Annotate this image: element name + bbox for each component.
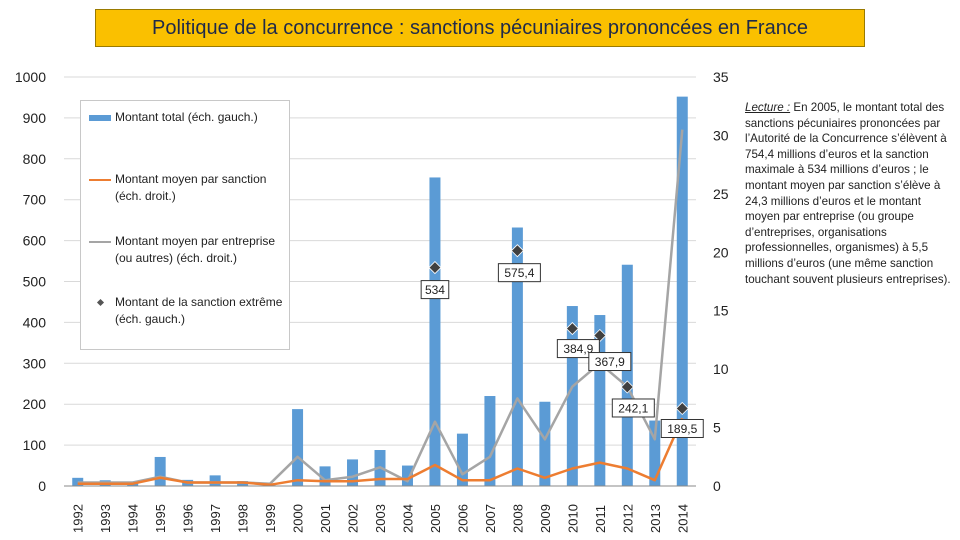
- bar: [566, 306, 578, 486]
- bar-swatch: [89, 115, 111, 121]
- left-tick-label: 900: [23, 110, 47, 126]
- left-tick-label: 300: [23, 355, 47, 371]
- extreme-markers: [428, 244, 689, 416]
- x-tick-label: 2007: [483, 504, 498, 533]
- bar: [429, 177, 441, 487]
- left-tick-label: 800: [23, 151, 47, 167]
- extreme-marker: [675, 401, 689, 416]
- bar: [292, 409, 304, 486]
- x-tick-label: 2012: [620, 504, 635, 533]
- x-tick-label: 2004: [400, 504, 415, 533]
- note-text: En 2005, le montant total des sanctions …: [745, 101, 951, 286]
- data-label: 189,5: [667, 422, 697, 436]
- data-label-box: [420, 280, 450, 300]
- x-tick-label: 1998: [236, 504, 251, 533]
- reading-note: Lecture : En 2005, le montant total des …: [745, 100, 955, 287]
- data-label: 534: [425, 283, 445, 297]
- bar: [319, 466, 331, 486]
- x-tick-label: 2006: [455, 504, 470, 533]
- data-label-box: [497, 263, 541, 283]
- extreme-marker: [565, 322, 579, 336]
- left-tick-label: 200: [23, 396, 47, 412]
- diamond-icon: [96, 298, 105, 307]
- bar: [209, 475, 221, 486]
- x-tick-label: 1992: [71, 504, 86, 533]
- left-tick-label: 1000: [15, 69, 46, 85]
- x-tick-label: 2000: [291, 504, 306, 533]
- x-tick-label: 1997: [208, 504, 223, 533]
- bar: [511, 227, 523, 486]
- legend-label-total: Montant total (éch. gauch.): [115, 110, 258, 124]
- right-tick-label: 25: [713, 186, 729, 202]
- x-tick-label: 2001: [318, 504, 333, 533]
- x-tick-label: 1993: [98, 504, 113, 533]
- line-series: [77, 129, 684, 487]
- bar: [594, 315, 606, 486]
- bar: [621, 264, 633, 486]
- data-label-box: [588, 352, 632, 372]
- right-tick-label: 35: [713, 69, 729, 85]
- x-tick-label: 2005: [428, 504, 443, 533]
- right-tick-label: 5: [713, 420, 721, 436]
- right-tick-label: 10: [713, 361, 729, 377]
- x-tick-label: 2002: [346, 504, 361, 533]
- left-tick-label: 500: [23, 274, 47, 290]
- right-tick-label: 20: [713, 244, 729, 260]
- extreme-marker: [428, 261, 442, 275]
- bar: [347, 459, 359, 486]
- bar: [539, 401, 551, 486]
- right-tick-label: 15: [713, 303, 729, 319]
- legend-label-extreme: Montant de la sanction extrême (éch. gau…: [115, 295, 283, 326]
- data-label: 242,1: [618, 401, 648, 415]
- extreme-marker: [620, 380, 634, 394]
- axes: 0 100 200 300 400 500 600 700 800 900 1000 0 5 10 15 20…: [15, 69, 729, 533]
- legend-label-moyen-entreprise: Montant moyen par entreprise (ou autres)…: [115, 234, 276, 265]
- data-label-box: [611, 398, 655, 418]
- x-tick-label: 2010: [565, 504, 580, 533]
- line-swatch: [89, 179, 111, 181]
- x-tick-label: 2003: [373, 504, 388, 533]
- right-tick-label: 0: [713, 478, 721, 494]
- x-tick-label: 2013: [648, 504, 663, 533]
- data-label-box: [660, 418, 704, 438]
- x-tick-label: 1995: [153, 504, 168, 533]
- line-swatch: [89, 241, 111, 243]
- bar: [649, 420, 661, 486]
- x-tick-label: 2011: [593, 505, 608, 533]
- line-moyen-par-sanction: [77, 417, 684, 487]
- data-label: 575,4: [504, 266, 534, 280]
- bar: [484, 396, 496, 486]
- extreme-marker: [510, 244, 524, 258]
- bar: [154, 456, 166, 486]
- x-tick-label: 1996: [181, 504, 196, 533]
- bar: [456, 433, 468, 486]
- x-tick-label: 2009: [538, 504, 553, 533]
- legend: Montant total (éch. gauch.) Montant moye…: [80, 100, 290, 350]
- data-label: 367,9: [595, 355, 625, 369]
- bar-series: [72, 96, 688, 487]
- bar: [676, 96, 688, 486]
- legend-label-moyen-sanction: Montant moyen par sanction (éch. droit.): [115, 172, 267, 203]
- left-tick-label: 400: [23, 314, 47, 330]
- note-lead: Lecture :: [745, 101, 791, 114]
- x-tick-label: 1999: [263, 504, 278, 533]
- right-tick-label: 30: [713, 127, 729, 143]
- bar: [401, 465, 413, 486]
- x-tick-label: 2014: [675, 504, 690, 533]
- chart-title: Politique de la concurrence : sanctions …: [95, 9, 865, 47]
- data-label: 384,9: [563, 342, 593, 356]
- left-tick-label: 100: [23, 437, 47, 453]
- left-tick-label: 700: [23, 192, 47, 208]
- x-tick-label: 2008: [510, 504, 525, 533]
- left-tick-label: 0: [38, 478, 46, 494]
- x-tick-label: 1994: [126, 504, 141, 533]
- left-tick-label: 600: [23, 233, 47, 249]
